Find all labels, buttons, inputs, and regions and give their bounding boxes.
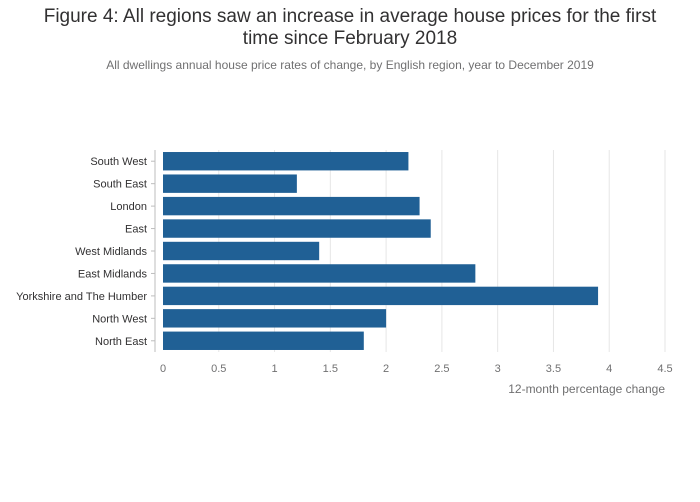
x-tick-label: 4 <box>606 363 612 375</box>
chart-title: Figure 4: All regions saw an increase in… <box>0 6 700 50</box>
category-label: North West <box>92 313 147 325</box>
x-tick-label: 1.5 <box>323 363 338 375</box>
bar <box>163 286 599 306</box>
chart-subtitle: All dwellings annual house price rates o… <box>106 58 594 72</box>
bar <box>163 331 364 350</box>
x-tick-label: 1 <box>271 363 277 375</box>
x-tick-label: 3.5 <box>546 363 561 375</box>
category-label: South West <box>90 156 147 168</box>
bar <box>163 174 297 193</box>
x-tick-label: 2.5 <box>434 363 449 375</box>
category-label: North East <box>95 336 147 348</box>
category-label: West Midlands <box>75 246 147 258</box>
bar <box>163 309 387 328</box>
category-label: East Midlands <box>78 268 148 280</box>
category-label: South East <box>93 179 147 191</box>
x-tick-label: 3 <box>495 363 501 375</box>
x-tick-label: 0 <box>160 363 166 375</box>
chart-title-line-1: Figure 4: All regions saw an increase in… <box>43 6 657 27</box>
x-axis-label: 12-month percentage change <box>508 382 665 396</box>
chart-title-line-2: time since February 2018 <box>242 28 458 49</box>
x-tick-label: 4.5 <box>657 363 672 375</box>
category-label: East <box>125 224 147 236</box>
bar <box>163 264 476 283</box>
category-label: Yorkshire and The Humber <box>16 291 147 303</box>
bar <box>163 219 431 238</box>
bar <box>163 241 320 261</box>
bar <box>163 152 409 171</box>
x-tick-label: 0.5 <box>211 363 226 375</box>
x-tick-label: 2 <box>383 363 389 375</box>
category-label: London <box>110 201 147 213</box>
bar <box>163 196 420 216</box>
